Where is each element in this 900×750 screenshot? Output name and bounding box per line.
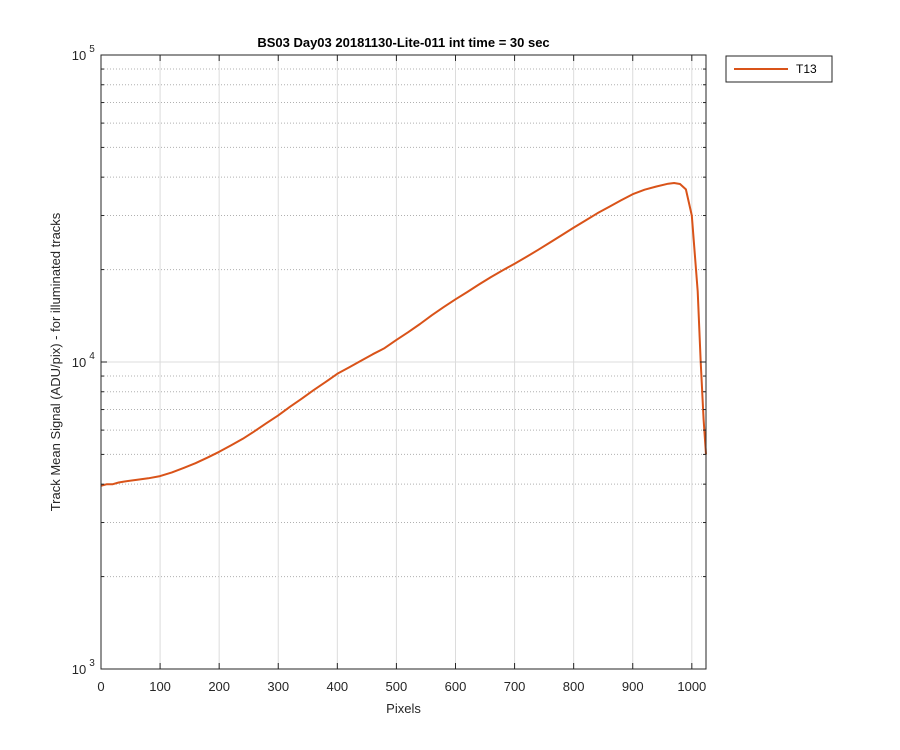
series-layer: [100, 182, 707, 487]
y-tick-exponent: 4: [89, 351, 95, 362]
y-axis-label: Track Mean Signal (ADU/pix) - for illumi…: [48, 212, 63, 511]
y-tick-base: 10: [72, 355, 86, 370]
y-tick-exponent: 5: [89, 44, 95, 55]
y-tick-label: 10 5: [72, 44, 95, 63]
y-tick-base: 10: [72, 662, 86, 677]
x-tick-label: 700: [504, 679, 526, 694]
legend: T13: [725, 55, 833, 83]
y-tick-exponent: 3: [89, 658, 95, 669]
x-tick-label: 0: [97, 679, 104, 694]
y-tick-label: 10 3: [72, 658, 95, 677]
x-tick-label: 600: [445, 679, 467, 694]
legend-label-t13: T13: [796, 62, 817, 76]
x-tick-label: 900: [622, 679, 644, 694]
x-axis-ticks: 0 100 200 300 400 500 600 700 800 900 1000: [97, 55, 706, 694]
series-line-t13: [100, 182, 707, 487]
x-tick-label: 800: [563, 679, 585, 694]
x-tick-label: 300: [267, 679, 289, 694]
x-axis-label: Pixels: [386, 701, 421, 716]
x-tick-label: 1000: [677, 679, 706, 694]
y-tick-base: 10: [72, 48, 86, 63]
chart-title: BS03 Day03 20181130-Lite-011 int time = …: [257, 35, 549, 50]
y-tick-label: 10 4: [72, 351, 95, 370]
x-tick-label: 500: [386, 679, 408, 694]
x-tick-label: 400: [326, 679, 348, 694]
x-tick-label: 100: [149, 679, 171, 694]
x-tick-label: 200: [208, 679, 230, 694]
